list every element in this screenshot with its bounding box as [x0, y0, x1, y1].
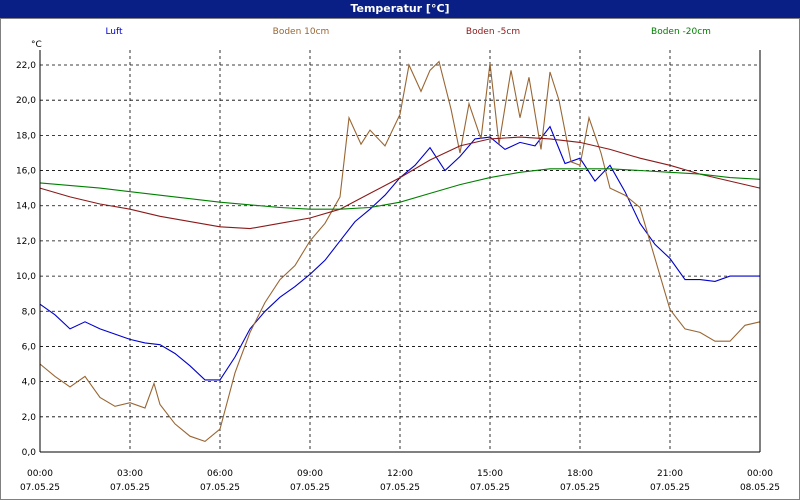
x-tick-date: 07.05.25	[110, 483, 150, 493]
legend-entry: Boden -5cm	[466, 27, 520, 37]
axes: 0,0 2,0 4,0 6,0 8,0 10,0 12,0 14,0 16,0 18,0 20,0 2…	[16, 50, 780, 493]
y-tick-label: 14,0	[16, 202, 36, 212]
series-line-boden-20cm	[39, 168, 761, 210]
legend-entry: Boden 10cm	[273, 27, 330, 37]
x-tick-time: 15:00	[477, 469, 503, 479]
y-tick-label: 2,0	[22, 413, 37, 423]
y-tick-label: 20,0	[16, 96, 36, 106]
y-tick-label: 10,0	[16, 272, 36, 282]
x-tick-time: 03:00	[117, 469, 143, 479]
x-tick-date: 08.05.25	[740, 483, 780, 493]
y-tick-label: 8,0	[22, 307, 37, 317]
legend-entry: Luft	[105, 27, 123, 37]
temperature-chart: 0,0 2,0 4,0 6,0 8,0 10,0 12,0 14,0 16,0 18,0 20,0 2…	[16, 27, 780, 493]
x-tick-time: 09:00	[297, 469, 323, 479]
y-tick-label: 0,0	[22, 448, 37, 458]
y-tick-label: 18,0	[16, 131, 36, 141]
y-tick-label: 22,0	[16, 61, 36, 71]
legend: Luft Boden 10cm Boden -5cm Boden -20cm	[105, 27, 711, 37]
x-tick-time: 12:00	[387, 469, 413, 479]
x-tick-date: 07.05.25	[560, 483, 600, 493]
x-tick-time: 18:00	[567, 469, 593, 479]
x-tick-date: 07.05.25	[200, 483, 240, 493]
y-axis-label: °C	[31, 40, 42, 50]
grid	[39, 50, 761, 453]
chart-title: Temperatur [°C]	[0, 0, 800, 18]
y-tick-label: 12,0	[16, 237, 36, 247]
legend-entry: Boden -20cm	[651, 27, 711, 37]
series-lines	[39, 60, 761, 443]
x-tick-date: 07.05.25	[380, 483, 420, 493]
x-tick-time: 00:00	[27, 469, 53, 479]
chart-frame: 0,0 2,0 4,0 6,0 8,0 10,0 12,0 14,0 16,0 18,0 20,0 2…	[0, 18, 800, 500]
x-tick-time: 21:00	[657, 469, 683, 479]
x-tick-time: 06:00	[207, 469, 233, 479]
x-tick-date: 07.05.25	[470, 483, 510, 493]
y-tick-label: 4,0	[22, 378, 37, 388]
x-tick-date: 07.05.25	[20, 483, 60, 493]
x-tick-date: 07.05.25	[290, 483, 330, 493]
y-tick-label: 16,0	[16, 167, 36, 177]
x-tick-date: 07.05.25	[650, 483, 690, 493]
y-tick-label: 6,0	[22, 342, 37, 352]
x-tick-time: 00:00	[747, 469, 773, 479]
series-line-boden-5cm	[39, 136, 761, 230]
series-line-boden-10cm	[39, 60, 761, 443]
